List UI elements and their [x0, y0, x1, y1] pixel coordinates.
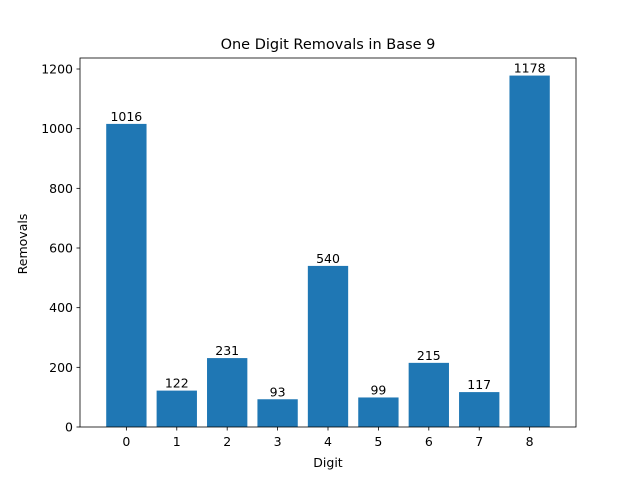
- x-axis-label: Digit: [313, 455, 343, 470]
- x-tick-label: 6: [425, 434, 433, 449]
- x-tick-label: 3: [274, 434, 282, 449]
- bar-digit-8: [509, 75, 550, 428]
- chart-title: One Digit Removals in Base 9: [221, 37, 436, 53]
- x-tick-label: 2: [223, 434, 231, 449]
- y-tick-label: 800: [49, 181, 73, 196]
- x-tick-label: 8: [526, 434, 534, 449]
- bar-digit-5: [358, 397, 399, 427]
- bar-value-label: 215: [417, 348, 441, 363]
- bar-value-label: 540: [316, 251, 340, 266]
- x-tick-label: 1: [173, 434, 181, 449]
- y-tick-label: 400: [49, 300, 73, 315]
- y-tick-label: 1000: [41, 121, 73, 136]
- y-tick-label: 600: [49, 241, 73, 256]
- data-labels-group: 1016 122 231 93 540 99 215 117 1178: [110, 61, 545, 400]
- y-tick-label: 0: [65, 420, 73, 435]
- bar-digit-1: [156, 390, 197, 427]
- y-axis-ticks: 0 200 400 600 800 1000 1200: [41, 62, 80, 435]
- bar-digit-2: [207, 358, 248, 427]
- bar-digit-4: [307, 265, 349, 427]
- y-axis-label: Removals: [15, 214, 30, 275]
- x-tick-label: 7: [475, 434, 483, 449]
- bar-value-label: 122: [165, 376, 189, 391]
- y-tick-label: 1200: [41, 62, 73, 77]
- bar-value-label: 1016: [110, 109, 142, 124]
- bar-value-label: 99: [370, 382, 386, 397]
- x-tick-label: 4: [324, 434, 332, 449]
- bar-digit-7: [459, 392, 500, 427]
- bar-digit-3: [257, 399, 298, 427]
- x-tick-label: 5: [374, 434, 382, 449]
- bar-value-label: 231: [215, 343, 239, 358]
- bars-group: [106, 75, 550, 428]
- bar-digit-6: [408, 362, 449, 427]
- x-axis-ticks: 0 1 2 3 4 5 6 7 8: [122, 427, 534, 449]
- y-tick-label: 200: [49, 360, 73, 375]
- bar-digit-0: [106, 123, 147, 427]
- bar-value-label: 1178: [514, 61, 546, 76]
- plot-area-frame: [79, 57, 577, 428]
- x-tick-label: 0: [122, 434, 130, 449]
- bar-value-label: 117: [467, 377, 491, 392]
- bar-value-label: 93: [270, 384, 286, 399]
